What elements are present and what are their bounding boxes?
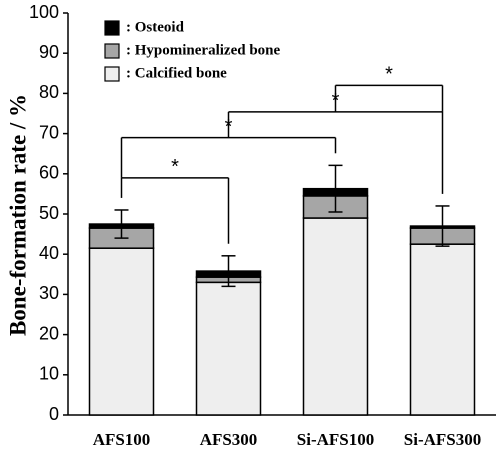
y-tick-label: 0 <box>49 404 59 424</box>
y-tick-label: 80 <box>39 82 59 102</box>
bar-segment <box>409 243 476 416</box>
y-tick-label: 50 <box>39 203 59 223</box>
legend-label: : Calcified bone <box>126 65 227 81</box>
y-tick-label: 90 <box>39 42 59 62</box>
y-tick-label: 60 <box>39 163 59 183</box>
significance-label: * <box>385 64 393 86</box>
y-tick-label: 10 <box>39 364 59 384</box>
y-tick-label: 70 <box>39 122 59 142</box>
significance-label: * <box>171 156 179 178</box>
bar-segment <box>302 217 369 416</box>
y-tick-label: 30 <box>39 283 59 303</box>
legend-swatch <box>104 43 120 59</box>
x-tick-label: AFS300 <box>200 430 258 449</box>
y-tick-label: 40 <box>39 243 59 263</box>
bar-segment <box>88 247 155 416</box>
legend-label: : Hypomineralized bone <box>126 42 281 58</box>
y-tick-label: 100 <box>29 2 59 22</box>
x-tick-label: AFS100 <box>93 430 151 449</box>
y-axis-label: Bone-formation rate / % <box>5 94 30 336</box>
y-tick-label: 20 <box>39 323 59 343</box>
legend-swatch <box>104 20 120 36</box>
bar-segment <box>195 281 262 416</box>
legend-label: : Osteoid <box>126 19 185 35</box>
x-tick-label: Si-AFS300 <box>404 430 481 449</box>
x-tick-label: Si-AFS100 <box>297 430 374 449</box>
legend-swatch <box>104 66 120 82</box>
